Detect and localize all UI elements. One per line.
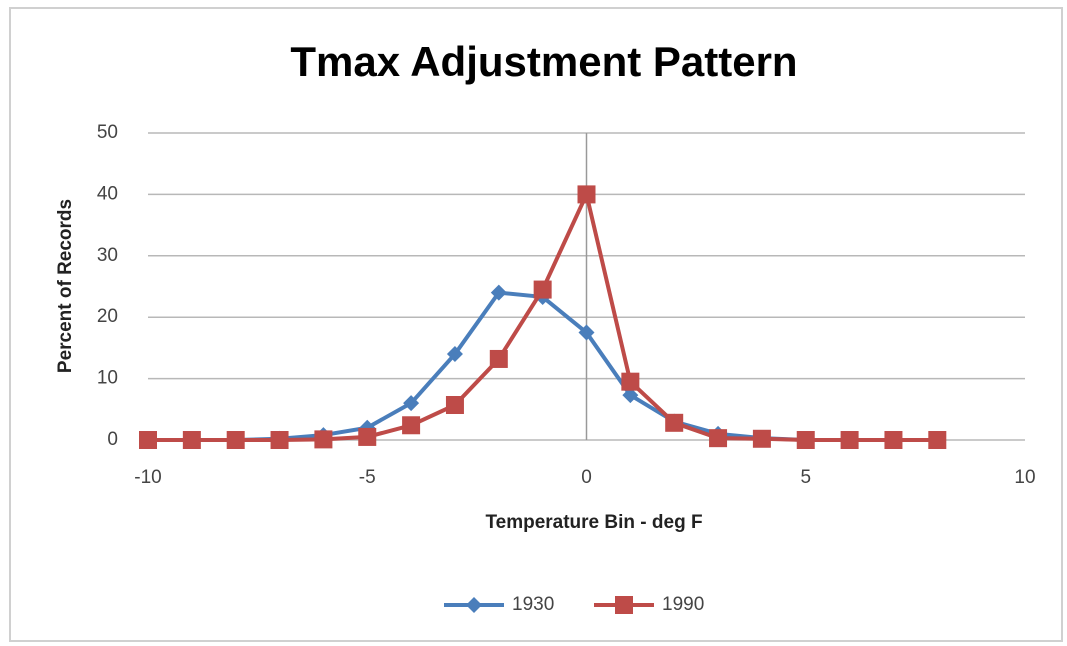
marker xyxy=(226,431,245,449)
marker xyxy=(466,597,482,613)
marker xyxy=(796,431,815,449)
marker xyxy=(577,185,596,204)
x-axis-title: Temperature Bin - deg F xyxy=(485,512,702,533)
y-tick-label: 20 xyxy=(97,306,118,327)
marker xyxy=(446,346,463,363)
marker xyxy=(840,431,859,449)
marker xyxy=(403,395,420,412)
marker xyxy=(445,396,464,415)
marker xyxy=(884,431,903,449)
marker xyxy=(314,430,333,449)
chart-title: Tmax Adjustment Pattern xyxy=(290,38,797,85)
legend: 1930 1990 xyxy=(444,594,704,615)
x-tick-label: -10 xyxy=(134,467,161,488)
y-axis-title: Percent of Records xyxy=(55,199,76,373)
marker xyxy=(752,429,771,448)
marker xyxy=(533,280,552,299)
marker xyxy=(621,372,640,391)
marker xyxy=(709,429,728,448)
chart-border xyxy=(9,7,1063,642)
marker xyxy=(615,596,633,614)
x-tick-label: -5 xyxy=(359,467,376,488)
marker xyxy=(402,416,421,435)
y-tick-label: 40 xyxy=(97,183,118,204)
y-tick-label: 0 xyxy=(107,429,118,450)
marker xyxy=(270,431,289,449)
y-tick-label: 30 xyxy=(97,245,118,266)
marker xyxy=(489,349,508,368)
y-tick-label: 10 xyxy=(97,368,118,389)
marker xyxy=(490,284,507,301)
marker xyxy=(665,413,684,432)
x-tick-label: 10 xyxy=(1014,467,1035,488)
series-line xyxy=(148,290,938,442)
marker xyxy=(928,431,947,449)
legend-label: 1990 xyxy=(662,594,704,615)
marker xyxy=(182,431,201,449)
marker xyxy=(578,324,595,341)
x-tick-label: 0 xyxy=(581,467,592,488)
y-tick-label: 50 xyxy=(97,122,118,143)
marker xyxy=(358,427,377,446)
marker xyxy=(622,387,639,404)
legend-label: 1930 xyxy=(512,594,554,615)
marker xyxy=(139,431,157,449)
x-tick-label: 5 xyxy=(800,467,811,488)
